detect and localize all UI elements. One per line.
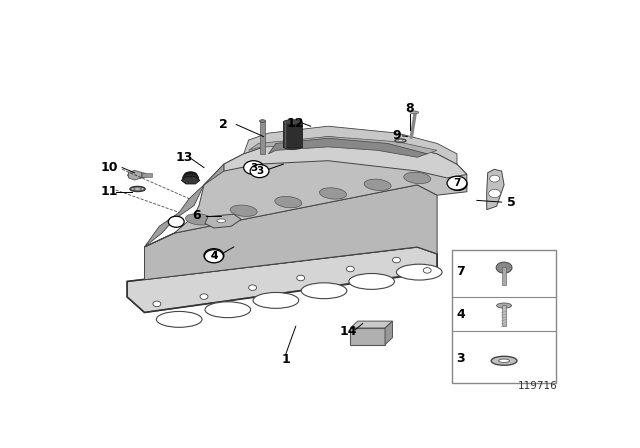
- Text: 14: 14: [339, 325, 356, 338]
- Ellipse shape: [398, 140, 403, 142]
- Polygon shape: [249, 137, 437, 154]
- Polygon shape: [350, 321, 392, 328]
- Ellipse shape: [156, 311, 202, 327]
- Circle shape: [153, 301, 161, 306]
- Ellipse shape: [184, 172, 197, 179]
- Polygon shape: [205, 214, 241, 228]
- Ellipse shape: [395, 139, 406, 142]
- Ellipse shape: [253, 293, 299, 308]
- Ellipse shape: [396, 264, 442, 280]
- Text: 4: 4: [210, 251, 218, 261]
- Polygon shape: [486, 169, 504, 210]
- Polygon shape: [181, 177, 200, 184]
- Bar: [141, 173, 152, 177]
- Polygon shape: [127, 247, 437, 313]
- Polygon shape: [224, 137, 467, 178]
- Bar: [284, 122, 302, 147]
- Polygon shape: [269, 138, 428, 157]
- Circle shape: [447, 176, 467, 190]
- Circle shape: [248, 285, 257, 290]
- Ellipse shape: [497, 303, 511, 308]
- Circle shape: [489, 190, 500, 198]
- Ellipse shape: [319, 188, 346, 199]
- Ellipse shape: [284, 145, 302, 149]
- Ellipse shape: [130, 186, 145, 191]
- Text: 10: 10: [101, 161, 118, 174]
- Ellipse shape: [217, 219, 226, 223]
- Circle shape: [204, 249, 224, 263]
- Bar: [350, 328, 385, 345]
- Circle shape: [297, 275, 305, 281]
- Ellipse shape: [349, 273, 394, 289]
- Polygon shape: [145, 137, 467, 247]
- Ellipse shape: [186, 214, 212, 225]
- Circle shape: [392, 257, 401, 263]
- Ellipse shape: [410, 111, 419, 114]
- Polygon shape: [244, 126, 457, 164]
- Circle shape: [423, 267, 431, 273]
- Ellipse shape: [134, 188, 141, 190]
- Ellipse shape: [364, 179, 391, 190]
- Text: 4: 4: [456, 308, 465, 321]
- Text: 8: 8: [406, 103, 414, 116]
- Bar: [502, 267, 506, 285]
- Text: 6: 6: [192, 209, 201, 222]
- Text: 9: 9: [392, 129, 401, 142]
- Text: 12: 12: [287, 117, 305, 130]
- Text: 5: 5: [507, 196, 516, 209]
- Polygon shape: [145, 164, 224, 247]
- Text: 7: 7: [453, 178, 461, 188]
- Text: 7: 7: [456, 265, 465, 278]
- Circle shape: [496, 262, 512, 273]
- Ellipse shape: [230, 205, 257, 216]
- Ellipse shape: [404, 172, 431, 184]
- Text: 2: 2: [220, 118, 228, 131]
- Circle shape: [449, 178, 467, 190]
- Polygon shape: [129, 170, 141, 180]
- Text: 13: 13: [175, 151, 193, 164]
- Text: 3: 3: [456, 352, 465, 365]
- Circle shape: [346, 266, 355, 272]
- Circle shape: [205, 250, 223, 263]
- Bar: [260, 121, 265, 154]
- Circle shape: [200, 294, 208, 299]
- Ellipse shape: [182, 173, 198, 183]
- Text: 3: 3: [250, 163, 257, 172]
- Circle shape: [250, 164, 269, 177]
- Ellipse shape: [275, 196, 302, 208]
- Circle shape: [168, 216, 184, 227]
- Text: 119716: 119716: [517, 381, 557, 391]
- Ellipse shape: [127, 172, 147, 178]
- Ellipse shape: [205, 302, 251, 318]
- Circle shape: [490, 175, 500, 182]
- Polygon shape: [145, 185, 437, 280]
- Polygon shape: [385, 321, 392, 345]
- Circle shape: [244, 161, 264, 174]
- Text: 4: 4: [210, 250, 218, 261]
- Text: 3: 3: [256, 166, 263, 176]
- Text: 11: 11: [101, 185, 118, 198]
- Ellipse shape: [301, 283, 347, 299]
- Ellipse shape: [499, 359, 509, 362]
- Ellipse shape: [260, 120, 266, 122]
- Ellipse shape: [284, 120, 302, 125]
- Text: 1: 1: [282, 353, 290, 366]
- Ellipse shape: [491, 356, 517, 365]
- Bar: [502, 305, 506, 326]
- Bar: [452, 250, 556, 383]
